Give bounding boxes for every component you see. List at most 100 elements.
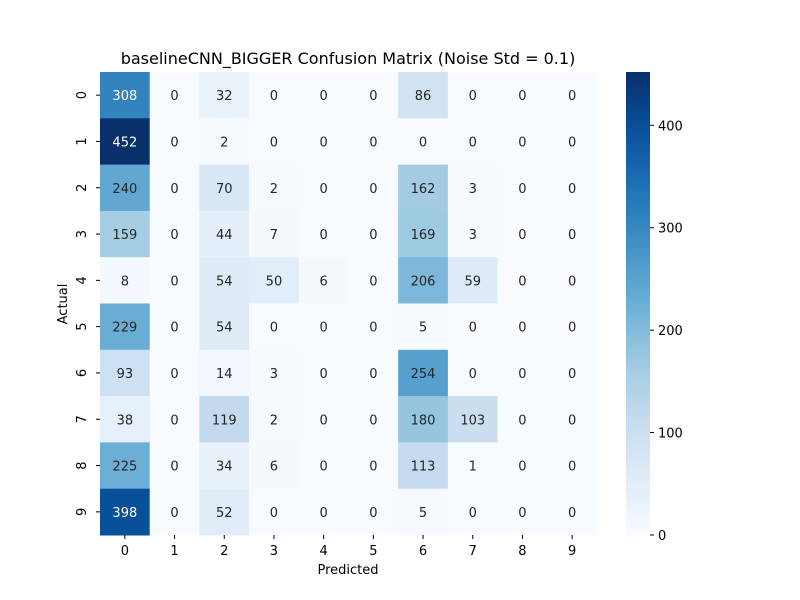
cell-label-2-6: 162 [411, 182, 436, 197]
cell-label-7-0: 38 [117, 413, 134, 428]
y-tick-label-3: 3 [75, 230, 90, 238]
cell-5-4 [298, 303, 349, 351]
y-axis-label: Actual [56, 284, 71, 325]
cell-label-5-4: 0 [320, 321, 328, 336]
cell-1-9 [547, 118, 598, 166]
cell-6-1 [149, 349, 200, 397]
cell-label-3-9: 0 [568, 228, 576, 243]
cell-label-9-8: 0 [518, 506, 526, 521]
cell-4-9 [547, 257, 598, 304]
cell-4-7 [447, 257, 499, 304]
cell-label-2-9: 0 [568, 182, 576, 197]
x-tick-label-9: 9 [568, 544, 576, 559]
cell-9-3 [249, 488, 300, 536]
y-tick-label-7: 7 [75, 415, 90, 423]
cell-label-9-1: 0 [170, 506, 178, 521]
cell-8-5 [348, 442, 399, 490]
cell-label-6-9: 0 [568, 367, 576, 382]
cell-6-8 [497, 349, 548, 397]
cell-label-7-9: 0 [568, 413, 576, 428]
cell-8-6 [398, 442, 449, 490]
y-axis-ticks: 0 1 2 3 4 5 6 7 8 9 [75, 91, 100, 516]
cell-6-5 [348, 349, 399, 397]
y-tick-label-1: 1 [75, 137, 90, 145]
cell-label-5-3: 0 [270, 321, 278, 336]
y-tick-label-8: 8 [75, 461, 90, 469]
cell-9-2 [199, 488, 250, 536]
cell-5-5 [348, 303, 399, 351]
cell-5-9 [547, 303, 598, 351]
cell-label-6-7: 0 [469, 367, 477, 382]
cell-2-0 [100, 164, 151, 212]
cell-4-6 [398, 257, 449, 304]
cell-label-2-0: 240 [112, 182, 137, 197]
cell-5-0 [100, 303, 151, 351]
cell-label-2-3: 2 [270, 182, 278, 197]
cell-2-5 [348, 164, 399, 212]
colorbar-tick-label-100: 100 [658, 427, 683, 442]
cell-3-5 [348, 210, 399, 258]
colorbar-tick-label-0: 0 [658, 529, 666, 544]
cell-4-4 [298, 257, 349, 304]
cell-label-5-7: 0 [469, 321, 477, 336]
cell-label-3-5: 0 [369, 228, 377, 243]
cell-7-0 [100, 396, 151, 443]
cell-label-9-3: 0 [270, 506, 278, 521]
cell-6-2 [199, 349, 250, 397]
cell-5-1 [149, 303, 200, 351]
cell-label-4-4: 6 [320, 274, 328, 289]
cell-label-9-0: 398 [112, 506, 137, 521]
cell-9-0 [100, 488, 151, 536]
x-axis-label: Predicted [317, 563, 378, 578]
cell-label-2-1: 0 [170, 182, 178, 197]
cell-7-4 [298, 396, 349, 443]
cell-label-5-2: 54 [216, 321, 233, 336]
cell-0-9 [547, 72, 598, 119]
cell-1-3 [249, 118, 300, 166]
cell-label-0-2: 32 [216, 89, 233, 104]
cell-6-7 [447, 349, 499, 397]
cell-label-4-8: 0 [518, 274, 526, 289]
cell-7-6 [398, 396, 449, 443]
cell-2-1 [149, 164, 200, 212]
cell-3-6 [398, 210, 449, 258]
cell-5-2 [199, 303, 250, 351]
cell-label-7-1: 0 [170, 413, 178, 428]
cell-6-0 [100, 349, 151, 397]
cell-label-1-6: 0 [419, 135, 427, 150]
cell-label-2-4: 0 [320, 182, 328, 197]
cell-label-3-2: 44 [216, 228, 233, 243]
cell-label-7-3: 2 [270, 413, 278, 428]
cell-label-8-4: 0 [320, 460, 328, 475]
cell-3-1 [149, 210, 200, 258]
x-tick-label-8: 8 [518, 544, 526, 559]
cell-label-1-8: 0 [518, 135, 526, 150]
cell-label-8-8: 0 [518, 460, 526, 475]
cell-label-1-0: 452 [112, 135, 137, 150]
x-tick-label-0: 0 [121, 544, 129, 559]
cell-0-6 [398, 72, 449, 119]
cell-2-7 [447, 164, 499, 212]
cell-label-4-9: 0 [568, 274, 576, 289]
cell-label-0-4: 0 [320, 89, 328, 104]
cell-0-2 [199, 72, 250, 119]
cell-8-8 [497, 442, 548, 490]
cell-7-2 [199, 396, 250, 443]
cell-8-4 [298, 442, 349, 490]
cell-label-4-6: 206 [411, 274, 436, 289]
cell-label-8-6: 113 [411, 460, 436, 475]
cell-label-7-4: 0 [320, 413, 328, 428]
cell-label-4-7: 59 [464, 274, 481, 289]
cell-label-8-2: 34 [216, 460, 233, 475]
cell-label-3-8: 0 [518, 228, 526, 243]
cell-3-0 [100, 210, 151, 258]
cell-1-8 [497, 118, 548, 166]
cell-label-3-1: 0 [170, 228, 178, 243]
x-tick-label-2: 2 [220, 544, 228, 559]
cell-label-2-7: 3 [469, 182, 477, 197]
cell-label-9-2: 52 [216, 506, 233, 521]
cell-label-3-3: 7 [270, 228, 278, 243]
cell-label-5-6: 5 [419, 321, 427, 336]
cell-0-1 [149, 72, 200, 119]
